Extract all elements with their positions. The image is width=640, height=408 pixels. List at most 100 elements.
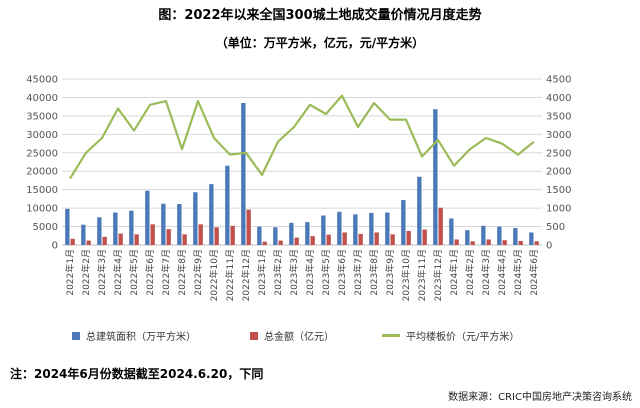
bar-total-amount bbox=[118, 233, 123, 245]
bar-total-area bbox=[385, 212, 390, 245]
legend-item-amount: 总金额（亿元） bbox=[250, 328, 334, 343]
bar-total-amount bbox=[454, 239, 459, 245]
y-left-tick-label: 10000 bbox=[26, 204, 58, 215]
x-tick-label: 2022年3月 bbox=[96, 249, 108, 296]
legend-swatch-area bbox=[72, 331, 80, 340]
x-tick-label: 2022年1月 bbox=[64, 249, 76, 296]
footnote: 注：2024年6月份数据截至2024.6.20，下同 bbox=[10, 367, 264, 381]
x-tick-label: 2022年4月 bbox=[112, 249, 124, 296]
x-tick-label: 2022年8月 bbox=[176, 249, 188, 296]
bar-total-area bbox=[529, 232, 534, 245]
legend-label-price: 平均楼板价（元/平方米） bbox=[406, 332, 520, 343]
legend-item-area: 总建筑面积（万平方米） bbox=[72, 328, 196, 343]
bar-total-area bbox=[209, 184, 214, 245]
x-tick-label: 2024年5月 bbox=[512, 249, 524, 296]
bar-total-area bbox=[417, 176, 422, 245]
x-tick-label: 2023年5月 bbox=[320, 249, 332, 296]
bar-total-amount bbox=[374, 232, 379, 245]
x-tick-label: 2023年3月 bbox=[288, 249, 300, 296]
chart-subtitle: （单位：万平方米，亿元，元/平方米） bbox=[215, 36, 425, 50]
y-right-tick-label: 3000 bbox=[546, 130, 571, 141]
bar-total-area bbox=[161, 203, 166, 245]
bar-total-area bbox=[177, 204, 182, 245]
bar-total-amount bbox=[134, 234, 139, 245]
bar-total-area bbox=[65, 208, 70, 245]
x-tick-label: 2022年11月 bbox=[224, 249, 236, 301]
y-left-tick-label: 15000 bbox=[26, 185, 58, 196]
x-tick-label: 2022年10月 bbox=[208, 249, 220, 301]
bar-total-area bbox=[145, 190, 150, 245]
y-left-tick-label: 35000 bbox=[26, 111, 58, 122]
bar-total-area bbox=[305, 222, 310, 245]
x-tick-label: 2023年9月 bbox=[384, 249, 396, 296]
bar-total-amount bbox=[438, 207, 443, 245]
bar-total-amount bbox=[486, 239, 491, 245]
bar-total-area bbox=[449, 218, 454, 245]
x-tick-label: 2023年2月 bbox=[272, 249, 284, 296]
legend-swatch-amount bbox=[250, 331, 258, 340]
bar-total-amount bbox=[102, 236, 107, 245]
bar-total-amount bbox=[422, 229, 427, 245]
x-tick-label: 2023年1月 bbox=[256, 249, 268, 296]
y-right-tick-label: 3500 bbox=[546, 111, 571, 122]
bar-total-area bbox=[289, 222, 294, 245]
x-tick-label: 2023年6月 bbox=[336, 249, 348, 296]
bar-total-amount bbox=[326, 234, 331, 245]
bar-total-area bbox=[225, 165, 230, 245]
bar-total-area bbox=[369, 212, 374, 245]
legend-label-amount: 总金额（亿元） bbox=[264, 332, 334, 343]
chart-title: 图：2022年以来全国300城土地成交量价情况月度走势 bbox=[158, 8, 482, 23]
x-tick-label: 2023年12月 bbox=[432, 249, 444, 301]
bar-total-amount bbox=[294, 237, 299, 245]
bar-total-area bbox=[337, 211, 342, 245]
legend: 总建筑面积（万平方米） 总金额（亿元） 平均楼板价（元/平方米） bbox=[0, 328, 640, 344]
y-right-tick-label: 4000 bbox=[546, 93, 571, 104]
bar-total-area bbox=[353, 214, 358, 245]
x-tick-label: 2023年10月 bbox=[400, 249, 412, 301]
bar-total-area bbox=[193, 192, 198, 245]
y-left-tick-label: 30000 bbox=[26, 130, 58, 141]
bar-total-amount bbox=[406, 230, 411, 245]
bar-total-area bbox=[129, 210, 134, 245]
bar-total-amount bbox=[214, 227, 219, 245]
bar-total-amount bbox=[198, 224, 203, 245]
y-left-tick-label: 45000 bbox=[26, 75, 58, 86]
bar-total-area bbox=[465, 230, 470, 245]
bar-total-area bbox=[97, 217, 102, 245]
bar-total-amount bbox=[246, 209, 251, 245]
bar-total-amount bbox=[342, 232, 347, 245]
bar-total-area bbox=[81, 224, 86, 245]
x-tick-label: 2024年6月 bbox=[528, 249, 540, 296]
x-tick-label: 2023年7月 bbox=[352, 249, 364, 296]
x-tick-label: 2022年7月 bbox=[160, 249, 172, 296]
x-tick-label: 2024年4月 bbox=[496, 249, 508, 296]
x-tick-label: 2022年2月 bbox=[80, 249, 92, 296]
x-tick-label: 2024年1月 bbox=[448, 249, 460, 296]
y-right-tick-label: 500 bbox=[546, 222, 565, 233]
legend-item-price: 平均楼板价（元/平方米） bbox=[382, 328, 519, 343]
bar-total-amount bbox=[310, 236, 315, 245]
x-tick-label: 2022年9月 bbox=[192, 249, 204, 296]
bar-total-area bbox=[273, 227, 278, 245]
y-left-tick-label: 40000 bbox=[26, 93, 58, 104]
bar-total-amount bbox=[534, 241, 539, 245]
x-tick-label: 2024年3月 bbox=[480, 249, 492, 296]
bar-total-amount bbox=[86, 240, 91, 245]
y-right-tick-label: 2000 bbox=[546, 167, 571, 178]
y-right-tick-label: 4500 bbox=[546, 75, 571, 86]
bar-total-amount bbox=[166, 229, 171, 245]
bar-total-amount bbox=[502, 240, 507, 245]
bar-total-area bbox=[513, 228, 518, 245]
x-tick-label: 2022年5月 bbox=[128, 249, 140, 296]
y-left-tick-label: 20000 bbox=[26, 167, 58, 178]
bar-total-amount bbox=[518, 240, 523, 245]
x-tick-label: 2024年2月 bbox=[464, 249, 476, 296]
bar-total-amount bbox=[390, 234, 395, 245]
bar-total-area bbox=[433, 109, 438, 245]
bar-total-area bbox=[401, 199, 406, 245]
bar-total-amount bbox=[70, 238, 75, 245]
bar-total-area bbox=[497, 226, 502, 245]
bar-total-amount bbox=[182, 234, 187, 245]
x-tick-label: 2022年12月 bbox=[240, 249, 252, 301]
